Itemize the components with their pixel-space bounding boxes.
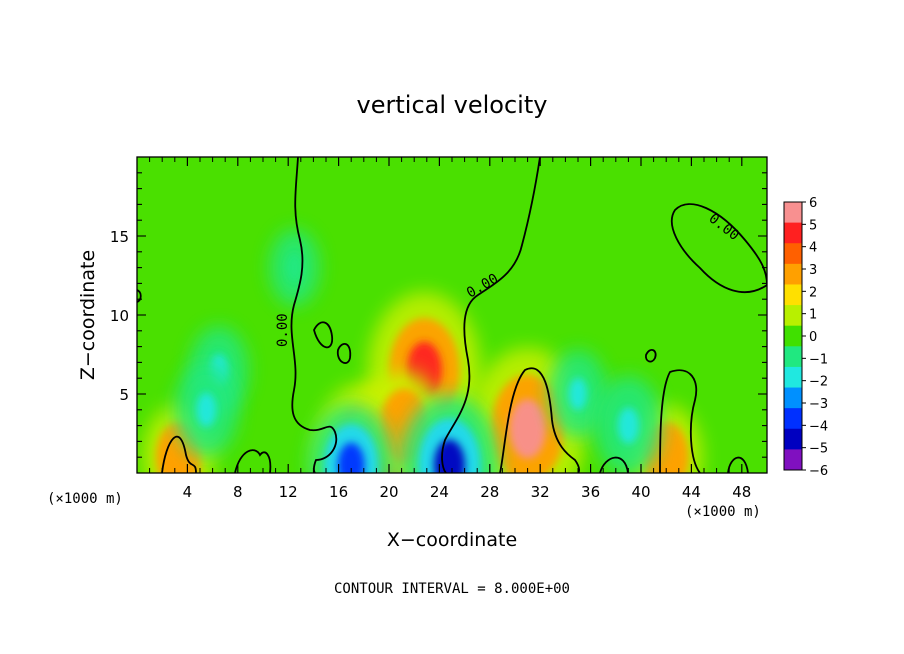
colorbar-tick-label: 1 <box>809 308 817 323</box>
downdraft-core <box>568 377 588 411</box>
colorbar-tick-label: −1 <box>809 352 828 367</box>
contour-line-small-3 <box>645 348 657 363</box>
x-tick-label: 12 <box>279 483 298 501</box>
colorbar: 6 5 4 3 2 1 0 −1 −2 −3 −4 −5 −6 <box>783 196 828 479</box>
x-axis-label: X−coordinate <box>387 529 517 551</box>
x-tick-label: 36 <box>581 483 600 501</box>
downdraft-core <box>196 392 217 428</box>
x-unit-label-left: (×1000 m) <box>47 491 123 507</box>
x-axis: 4 8 12 16 20 24 28 32 36 40 44 48 <box>149 157 751 501</box>
zero-contours <box>137 157 767 473</box>
contour-line-right-dome <box>499 367 581 473</box>
colorbar-swatch <box>784 222 802 244</box>
colorbar-swatch <box>784 305 802 327</box>
colorbar-tick-label: −5 <box>809 442 828 457</box>
contour-label-left: 0.00 <box>275 313 291 347</box>
colorbar-swatch <box>784 366 802 389</box>
colorbar-swatch <box>784 387 802 409</box>
x-tick-label: 48 <box>732 483 751 501</box>
plot-area: 0.00 0.00 0.00 <box>137 157 767 473</box>
x-tick-label: 4 <box>183 483 193 501</box>
colorbar-swatch <box>784 243 802 265</box>
updraft-core <box>509 399 546 459</box>
colorbar-tick-label: 4 <box>809 241 817 256</box>
downdraft-core <box>337 442 365 473</box>
x-tick-label: 24 <box>430 483 449 501</box>
chart-title: vertical velocity <box>357 91 548 119</box>
colorbar-tick-label: 6 <box>809 196 817 211</box>
downdraft-core <box>617 407 640 444</box>
contour-line-left-edge <box>137 289 142 303</box>
x-tick-label: 20 <box>379 483 398 501</box>
x-tick-label: 32 <box>531 483 550 501</box>
downdraft-core <box>286 253 303 282</box>
colorbar-tick-label: 0 <box>809 330 817 345</box>
colorbar-tick-label: 2 <box>809 285 817 300</box>
y-tick-label: 10 <box>110 307 129 325</box>
x-tick-label: 28 <box>480 483 499 501</box>
contour-line-small-2 <box>336 343 352 364</box>
colorbar-swatch <box>784 428 802 450</box>
colorbar-swatch <box>784 284 802 306</box>
contour-line-small-1 <box>313 321 333 349</box>
contour-line-left <box>290 157 338 473</box>
contour-line-far-right <box>659 369 701 473</box>
y-tick-label: 5 <box>119 386 129 404</box>
colorbar-tick-label: 3 <box>809 263 817 278</box>
colorbar-swatch <box>784 408 802 430</box>
x-tick-label: 40 <box>631 483 650 501</box>
x-tick-label: 44 <box>682 483 701 501</box>
y-axis: 5 10 15 <box>110 172 767 458</box>
colorbar-tick-label: −3 <box>809 397 828 412</box>
colorbar-swatch <box>784 346 802 368</box>
colorbar-tick-label: 5 <box>809 218 817 233</box>
y-axis-label: Z−coordinate <box>77 250 99 380</box>
velocity-field <box>142 229 703 473</box>
y-tick-label: 15 <box>110 228 129 246</box>
contour-line-bottom-a <box>161 435 197 473</box>
colorbar-swatch <box>784 202 802 224</box>
colorbar-tick-label: −2 <box>809 375 828 390</box>
contour-interval-note: CONTOUR INTERVAL = 8.000E+00 <box>334 581 570 597</box>
contour-line-mid <box>441 157 541 473</box>
colorbar-swatch <box>784 325 802 347</box>
colorbar-tick-label: −6 <box>809 464 828 479</box>
contour-line-bottom-d <box>599 456 629 473</box>
x-unit-label-right: (×1000 m) <box>685 504 761 520</box>
colorbar-swatch <box>784 263 802 285</box>
colorbar-tick-label: −4 <box>809 419 828 434</box>
x-tick-label: 8 <box>233 483 243 501</box>
contour-line-bottom-b <box>234 449 272 473</box>
x-tick-label: 16 <box>329 483 348 501</box>
colorbar-swatch <box>784 449 802 471</box>
contour-line-right-loop <box>670 203 767 294</box>
